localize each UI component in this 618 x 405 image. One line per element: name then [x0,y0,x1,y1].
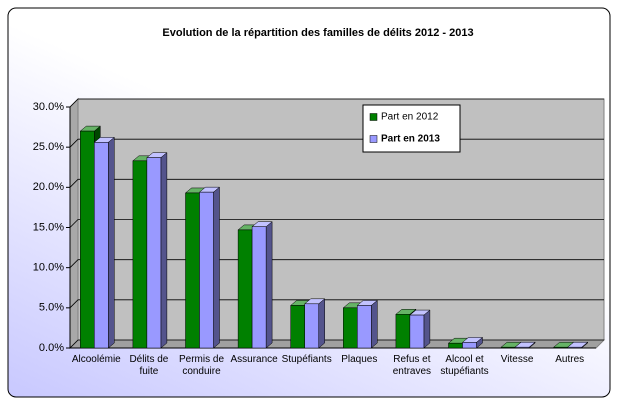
grid-line [69,259,604,268]
bar-side [108,136,115,349]
bar [409,314,425,349]
bar [395,314,411,349]
x-tick-label: Délits de fuite [129,354,169,377]
bar [237,229,253,349]
legend-swatch [369,113,378,121]
y-tick-label: 15.0% [33,221,64,233]
y-tick-label: 10.0% [33,262,64,274]
bar [146,157,162,349]
bar-side [265,221,273,349]
y-tick-label: 20.0% [33,181,64,193]
x-tick-label: Refus et entraves [392,354,432,377]
bar [553,346,568,349]
bar [132,160,148,349]
bar [251,226,267,349]
grid-line [69,98,604,108]
bar [290,305,305,349]
bar-side [371,299,378,349]
bar [94,142,109,349]
x-tick-label: Autres [555,354,585,365]
bar [343,307,358,349]
legend-label: Part en 2013 [381,134,440,145]
y-tick-label: 30.0% [33,101,64,113]
grid-line [69,299,604,309]
bar [199,191,214,349]
x-tick-label: Alcool et stupéfiants [440,354,489,377]
bar-side [423,309,431,349]
legend-swatch [369,135,378,143]
bar [567,346,582,349]
grid-line [69,178,604,188]
x-tick-label: Assurance [230,354,278,365]
x-tick-label: Stupéfiants [281,354,332,365]
x-tick-label: Plaques [341,354,378,365]
bar [514,346,530,349]
chart-title: Evolution de la répartition des familles… [162,27,473,39]
bar [304,303,319,349]
grid-line [69,219,604,228]
x-tick-label: Permis de conduire [178,354,224,377]
y-tick-label: 0.0% [39,342,64,354]
bar [500,346,516,349]
y-tick-label: 5.0% [39,302,64,314]
bar-side [160,152,168,349]
bar [448,342,463,349]
bar-side [318,298,325,349]
bar [462,342,477,349]
bar [357,305,372,349]
y-tick-label: 25.0% [33,141,64,153]
legend-box [362,104,461,153]
bar [80,130,95,349]
x-tick-label: Alcoolémie [71,354,121,365]
x-tick-label: Vitesse [500,354,534,365]
bar-side [213,186,220,349]
legend-label: Part en 2012 [381,112,439,123]
bar [185,192,200,349]
